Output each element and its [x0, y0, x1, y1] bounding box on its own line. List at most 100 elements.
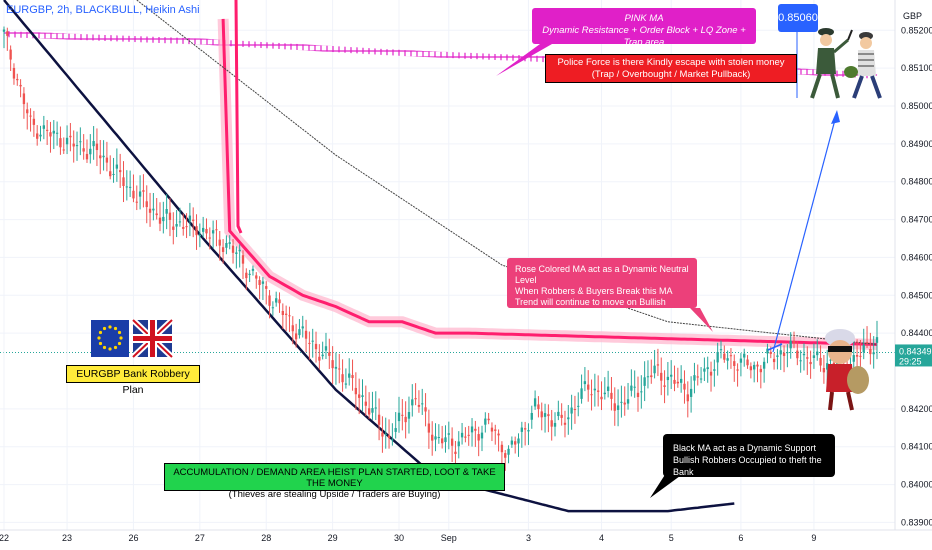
- candle-body: [12, 67, 16, 79]
- candle: [188, 202, 192, 237]
- candle: [822, 355, 826, 384]
- candle: [716, 342, 719, 376]
- candle-body: [719, 349, 723, 351]
- candle: [557, 400, 560, 421]
- candle-body: [733, 361, 736, 366]
- candle-body: [115, 164, 119, 169]
- candle-body: [507, 448, 510, 455]
- candle: [45, 120, 49, 145]
- candle: [168, 198, 172, 237]
- candle-body: [421, 403, 424, 405]
- candle-body: [341, 374, 344, 383]
- candle: [374, 391, 377, 420]
- rose-line1: Rose Colored MA act as a Dynamic Neutral…: [515, 264, 689, 285]
- candle: [693, 362, 696, 394]
- candle: [523, 421, 527, 446]
- candle-body: [318, 356, 321, 361]
- candle: [89, 134, 92, 164]
- candle: [288, 306, 291, 332]
- candle-body: [258, 280, 261, 285]
- candle-body: [450, 438, 454, 446]
- candle-body: [683, 383, 686, 390]
- candle: [341, 359, 344, 392]
- candle-body: [228, 242, 231, 244]
- candle-body: [407, 412, 411, 419]
- candle-body: [288, 315, 291, 317]
- x-tick-label: 28: [261, 533, 271, 543]
- x-tick-label: 6: [738, 533, 743, 543]
- candle: [258, 276, 261, 300]
- candle: [640, 375, 643, 409]
- candle: [729, 348, 733, 369]
- candle: [281, 303, 284, 329]
- candle-body: [789, 340, 792, 349]
- candle-body: [769, 351, 772, 354]
- candle: [155, 197, 158, 220]
- candle-body: [696, 376, 699, 378]
- candle: [278, 292, 281, 313]
- candle: [411, 384, 414, 417]
- candle: [138, 175, 142, 210]
- candle: [231, 239, 235, 264]
- candle-body: [673, 379, 676, 384]
- candle: [294, 323, 298, 348]
- candle-body: [537, 404, 540, 410]
- x-tick-label: 4: [599, 533, 604, 543]
- candle-body: [105, 157, 109, 163]
- candle-body: [467, 434, 470, 436]
- candle-body: [2, 29, 6, 32]
- candle: [158, 202, 162, 232]
- candle: [504, 450, 507, 471]
- candle: [490, 422, 494, 442]
- candle: [198, 223, 202, 248]
- y-tick-label: 0.84800: [901, 177, 932, 187]
- candle: [59, 126, 62, 155]
- candle-body: [590, 394, 593, 396]
- accumulation-note: ACCUMULATION / DEMAND AREA HEIST PLAN ST…: [164, 463, 505, 500]
- candle-body: [69, 135, 72, 138]
- candle-body: [367, 408, 371, 415]
- candle: [480, 425, 484, 452]
- candle: [467, 425, 470, 446]
- candle: [470, 418, 474, 447]
- candle: [145, 185, 148, 224]
- candle: [547, 404, 550, 433]
- candle: [816, 339, 819, 361]
- x-tick-label: 27: [195, 533, 205, 543]
- candle-body: [812, 355, 816, 358]
- candle-body: [16, 78, 19, 81]
- candle: [52, 120, 55, 150]
- candle: [517, 433, 520, 457]
- candle: [245, 268, 248, 291]
- candle-body: [79, 141, 82, 143]
- candle: [142, 174, 145, 208]
- candle: [39, 125, 42, 142]
- eu-flag-icon: [91, 320, 129, 357]
- candle: [284, 305, 288, 332]
- candle: [361, 379, 364, 412]
- candle-body: [802, 353, 806, 356]
- candle: [593, 373, 597, 407]
- candle: [178, 207, 182, 227]
- candle-body: [726, 358, 729, 361]
- candle: [364, 385, 367, 416]
- candle-body: [753, 364, 756, 370]
- candle: [450, 427, 454, 463]
- candle: [55, 121, 59, 146]
- candle: [623, 386, 626, 416]
- candle: [613, 387, 616, 426]
- candle-body: [225, 243, 228, 248]
- candle-body: [583, 381, 587, 385]
- candle-body: [168, 212, 172, 220]
- candle: [29, 108, 32, 132]
- candle: [328, 338, 331, 369]
- candle-body: [547, 414, 550, 417]
- candle-body: [308, 342, 311, 344]
- candle-body: [686, 394, 689, 402]
- candle: [746, 355, 749, 369]
- pink-note-pointer: [496, 44, 552, 76]
- candle: [733, 354, 736, 382]
- candle-body: [650, 375, 653, 378]
- candle: [248, 269, 251, 283]
- candle: [401, 399, 404, 431]
